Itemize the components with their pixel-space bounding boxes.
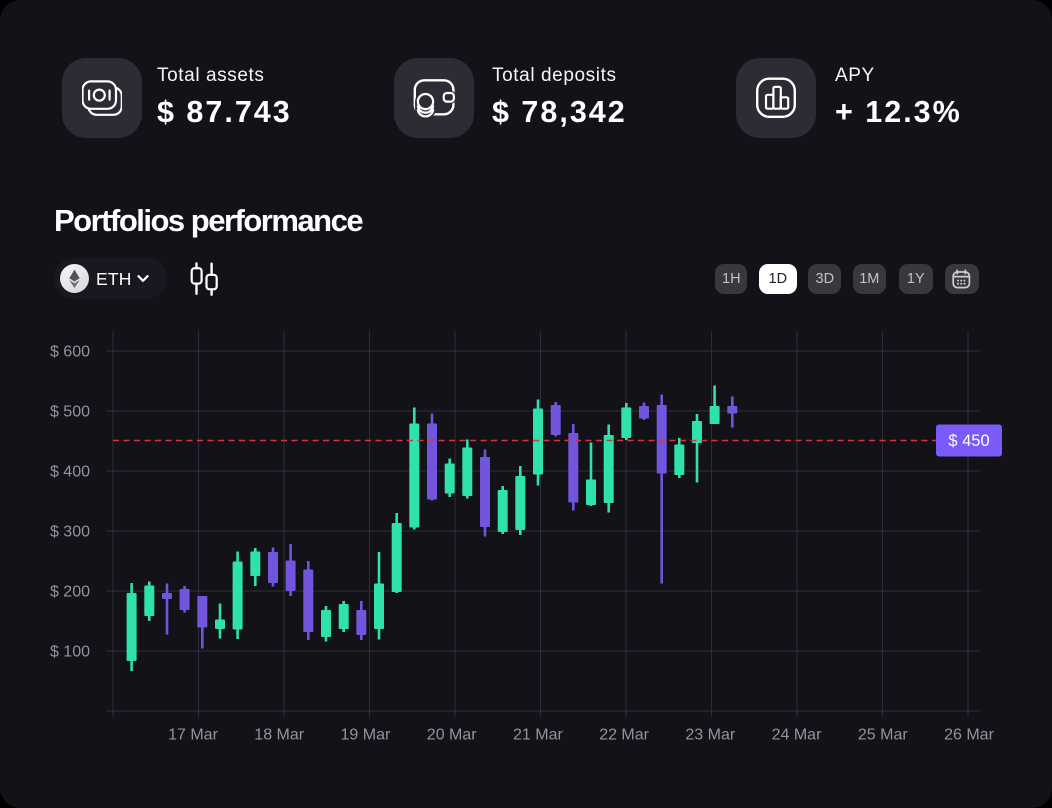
svg-text:$ 200: $ 200 bbox=[50, 583, 90, 600]
svg-text:$ 500: $ 500 bbox=[50, 403, 90, 420]
svg-text:$ 450: $ 450 bbox=[948, 432, 989, 450]
svg-text:25 Mar: 25 Mar bbox=[858, 727, 908, 744]
svg-text:21 Mar: 21 Mar bbox=[513, 727, 563, 744]
svg-text:18 Mar: 18 Mar bbox=[254, 727, 304, 744]
svg-text:$ 600: $ 600 bbox=[50, 343, 90, 360]
svg-text:23 Mar: 23 Mar bbox=[685, 727, 735, 744]
svg-text:$ 400: $ 400 bbox=[50, 463, 90, 480]
svg-text:22 Mar: 22 Mar bbox=[599, 727, 649, 744]
svg-text:20 Mar: 20 Mar bbox=[427, 727, 477, 744]
svg-text:19 Mar: 19 Mar bbox=[341, 727, 391, 744]
svg-text:26 Mar: 26 Mar bbox=[944, 727, 994, 744]
svg-text:$ 100: $ 100 bbox=[50, 643, 90, 660]
svg-text:24 Mar: 24 Mar bbox=[772, 727, 822, 744]
svg-text:17 Mar: 17 Mar bbox=[168, 727, 218, 744]
svg-text:$ 300: $ 300 bbox=[50, 523, 90, 540]
